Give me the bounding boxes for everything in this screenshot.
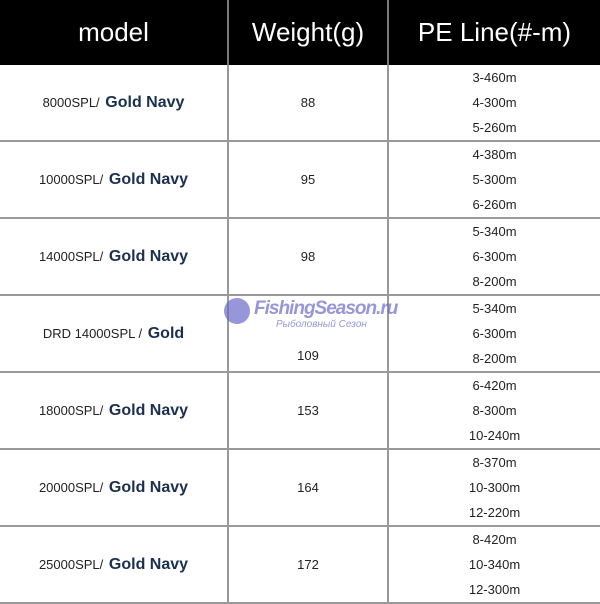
pe-line-value: 3-460m — [472, 70, 517, 85]
pe-line-cell: 3-460m 4-300m 5-260m — [388, 65, 600, 142]
model-cell: 10000SPL/ Gold Navy — [0, 141, 229, 219]
table-row: 14000SPL/ Gold Navy 98 5-340m 6-300m 8-200… — [0, 218, 600, 296]
color-name: Gold Navy — [108, 555, 189, 573]
pe-line-cell: 4-380m 5-300m 6-260m — [388, 141, 600, 219]
table-row: 20000SPL/ Gold Navy 164 8-370m 10-300m 12-… — [0, 449, 600, 527]
color-name: Gold Navy — [108, 247, 189, 265]
table-row: 18000SPL/ Gold Navy 153 6-420m 8-300m 10-2… — [0, 372, 600, 450]
model-cell: 20000SPL/ Gold Navy — [0, 449, 229, 527]
pe-line-value: 4-380m — [472, 147, 517, 162]
pe-line-value: 10-240m — [468, 428, 521, 443]
pe-line-cell: 8-420m 10-340m 12-300m — [388, 526, 600, 604]
model-name: 10000SPL/ — [38, 171, 104, 187]
pe-line-value: 12-300m — [468, 582, 521, 597]
pe-line-value: 6-300m — [472, 326, 517, 341]
model-name: 25000SPL/ — [38, 556, 104, 572]
pe-line-value: 8-200m — [472, 351, 517, 366]
pe-line-value: 8-420m — [472, 532, 517, 547]
model-name: DRD 14000SPL / — [42, 325, 143, 341]
pe-line-cell: 5-340m 6-300m 8-200m — [388, 218, 600, 296]
model-cell: 18000SPL/ Gold Navy — [0, 372, 229, 450]
pe-line-value: 5-340m — [472, 301, 517, 316]
weight-cell: 153 — [228, 372, 389, 450]
table-row: DRD 14000SPL / Gold 109 5-340m 6-300m 8-20… — [0, 295, 600, 373]
model-cell: 8000SPL/ Gold Navy — [0, 65, 229, 142]
weight-cell: 88 — [228, 65, 389, 142]
header-row: model Weight(g) PE Line(#-m) — [0, 0, 600, 65]
pe-line-value: 6-300m — [472, 249, 517, 264]
weight-cell: 172 — [228, 526, 389, 604]
color-name: Gold — [147, 324, 185, 342]
pe-line-cell: 8-370m 10-300m 12-220m — [388, 449, 600, 527]
pe-line-value: 10-340m — [468, 557, 521, 572]
pe-line-value: 5-260m — [472, 120, 517, 135]
weight-cell: 98 — [228, 218, 389, 296]
pe-line-value: 10-300m — [468, 480, 521, 495]
header-weight: Weight(g) — [228, 0, 389, 65]
weight-cell: 164 — [228, 449, 389, 527]
model-cell: 25000SPL/ Gold Navy — [0, 526, 229, 604]
model-name: 20000SPL/ — [38, 479, 104, 495]
model-cell: 14000SPL/ Gold Navy — [0, 218, 229, 296]
header-model: model — [0, 0, 229, 65]
color-name: Gold Navy — [108, 401, 189, 419]
table-row: 25000SPL/ Gold Navy 172 8-420m 10-340m 12-… — [0, 526, 600, 604]
pe-line-value: 5-300m — [472, 172, 517, 187]
pe-line-cell: 5-340m 6-300m 8-200m — [388, 295, 600, 373]
model-cell: DRD 14000SPL / Gold — [0, 295, 229, 373]
pe-line-value: 6-260m — [472, 197, 517, 212]
color-name: Gold Navy — [108, 478, 189, 496]
model-name: 14000SPL/ — [38, 248, 104, 264]
pe-line-value: 6-420m — [472, 378, 517, 393]
table-row: 8000SPL/ Gold Navy 88 3-460m 4-300m 5-260m — [0, 65, 600, 142]
pe-line-value: 8-300m — [472, 403, 517, 418]
pe-line-value: 4-300m — [472, 95, 517, 110]
color-name: Gold Navy — [105, 93, 185, 111]
pe-line-value: 5-340m — [472, 224, 517, 239]
pe-line-value: 8-200m — [472, 274, 517, 289]
weight-cell: 95 — [228, 141, 389, 219]
pe-line-value: 8-370m — [472, 455, 517, 470]
pe-line-cell: 6-420m 8-300m 10-240m — [388, 372, 600, 450]
weight-cell: 109 — [228, 295, 389, 373]
color-name: Gold Navy — [108, 170, 189, 188]
header-pe-line: PE Line(#-m) — [388, 0, 600, 65]
pe-line-value: 12-220m — [468, 505, 521, 520]
model-name: 8000SPL/ — [42, 94, 100, 110]
model-name: 18000SPL/ — [38, 402, 104, 418]
table-row: 10000SPL/ Gold Navy 95 4-380m 5-300m 6-260… — [0, 141, 600, 219]
